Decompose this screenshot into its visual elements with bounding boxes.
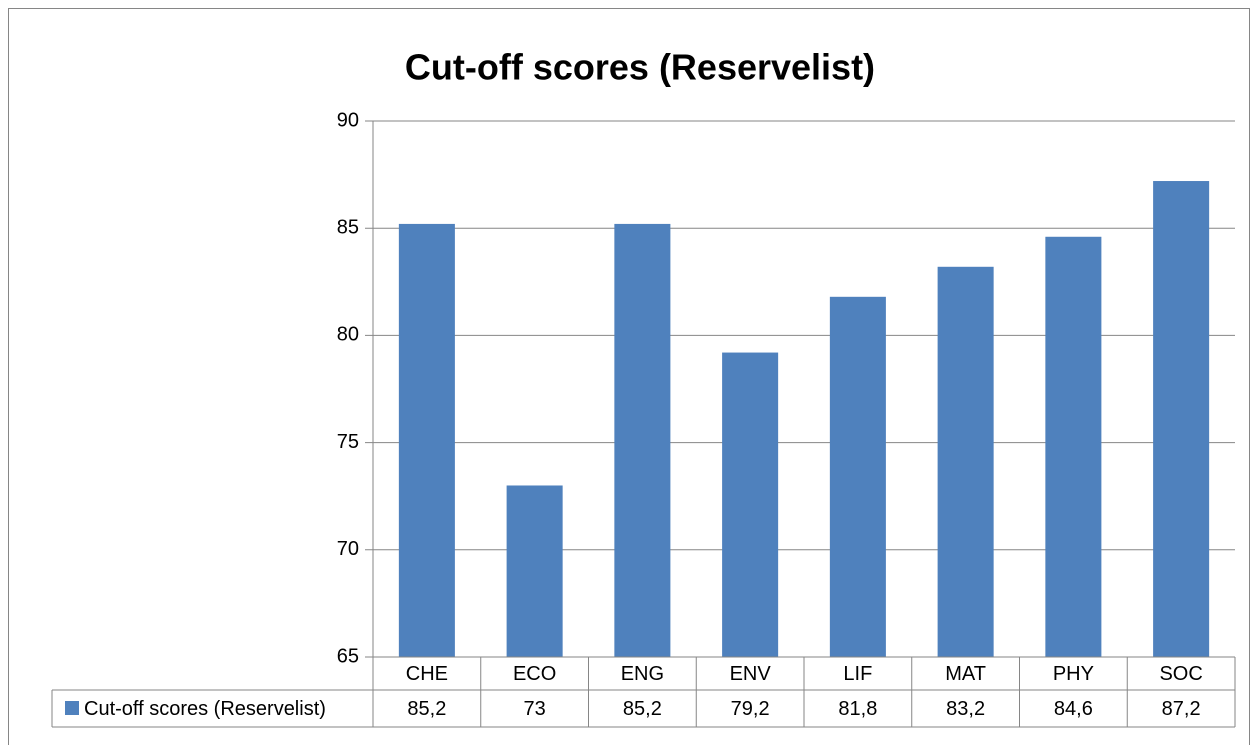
bar [614,223,671,658]
legend-label: Cut-off scores (Reservelist) [84,698,326,720]
bar [506,485,563,657]
x-tick-label: MAT [945,663,986,685]
x-tick-label: LIF [843,663,872,685]
x-tick-label: PHY [1053,663,1094,685]
bar [1045,236,1102,657]
y-tick-label: 65 [337,645,359,667]
x-tick-label: CHE [406,663,448,685]
data-label: 83,2 [946,698,985,720]
bar [829,296,886,657]
bar [937,266,994,657]
x-tick-label: ECO [513,663,556,685]
bar [1153,181,1210,658]
data-label: 81,8 [838,698,877,720]
data-label: 85,2 [623,698,662,720]
data-label: 84,6 [1054,698,1093,720]
x-tick-label: ENV [730,663,772,685]
data-label: 87,2 [1162,698,1201,720]
data-label: 85,2 [407,698,446,720]
bar [398,223,455,658]
x-tick-label: ENG [621,663,664,685]
y-tick-label: 75 [337,431,359,453]
data-label: 79,2 [731,698,770,720]
y-tick-label: 90 [337,109,359,131]
data-label: 73 [524,698,546,720]
x-tick-label: SOC [1159,663,1202,685]
y-tick-label: 70 [337,538,359,560]
legend-key [65,701,79,715]
bar [722,352,779,657]
chart-title: Cut-off scores (Reservelist) [405,47,875,88]
y-tick-label: 80 [337,324,359,346]
y-tick-label: 85 [337,216,359,238]
